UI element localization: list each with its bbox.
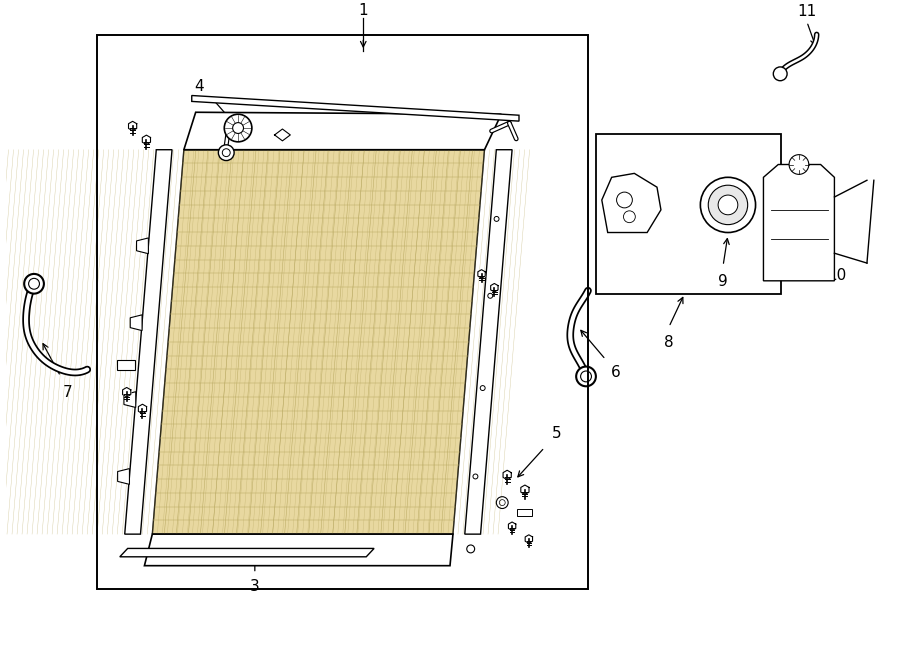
Polygon shape xyxy=(763,165,834,281)
Text: 9: 9 xyxy=(718,274,728,290)
Text: 2: 2 xyxy=(463,118,473,134)
Bar xyxy=(517,508,532,516)
Text: 6: 6 xyxy=(611,365,620,380)
Circle shape xyxy=(224,114,252,142)
Circle shape xyxy=(789,155,809,175)
Bar xyxy=(596,134,781,293)
Polygon shape xyxy=(144,534,453,566)
Polygon shape xyxy=(184,112,501,150)
Polygon shape xyxy=(120,549,374,557)
Text: 5: 5 xyxy=(552,426,562,441)
Polygon shape xyxy=(122,387,130,397)
Bar xyxy=(117,360,135,369)
Circle shape xyxy=(718,195,738,215)
Polygon shape xyxy=(503,470,511,480)
Polygon shape xyxy=(118,469,130,485)
Text: 7: 7 xyxy=(63,385,72,400)
Polygon shape xyxy=(139,405,147,414)
Polygon shape xyxy=(152,150,484,534)
Text: 4: 4 xyxy=(194,79,203,94)
Circle shape xyxy=(773,67,788,81)
Text: 10: 10 xyxy=(828,268,847,284)
Circle shape xyxy=(708,185,748,225)
Polygon shape xyxy=(526,535,533,543)
Polygon shape xyxy=(464,150,512,534)
Circle shape xyxy=(233,122,244,134)
Polygon shape xyxy=(137,238,148,254)
Text: 1: 1 xyxy=(358,3,368,18)
Circle shape xyxy=(24,274,44,293)
Text: 8: 8 xyxy=(664,335,673,350)
Polygon shape xyxy=(124,392,136,407)
Polygon shape xyxy=(192,95,519,121)
Circle shape xyxy=(576,367,596,386)
Text: 3: 3 xyxy=(250,579,260,594)
Text: 11: 11 xyxy=(797,4,816,19)
Polygon shape xyxy=(129,122,137,131)
Polygon shape xyxy=(521,485,529,494)
Polygon shape xyxy=(142,135,150,145)
Polygon shape xyxy=(478,270,485,278)
Polygon shape xyxy=(491,284,498,292)
Polygon shape xyxy=(508,522,516,531)
Polygon shape xyxy=(125,150,172,534)
Polygon shape xyxy=(602,173,661,233)
Circle shape xyxy=(700,177,756,233)
Polygon shape xyxy=(130,315,142,330)
Circle shape xyxy=(219,145,234,161)
Bar xyxy=(97,36,588,590)
